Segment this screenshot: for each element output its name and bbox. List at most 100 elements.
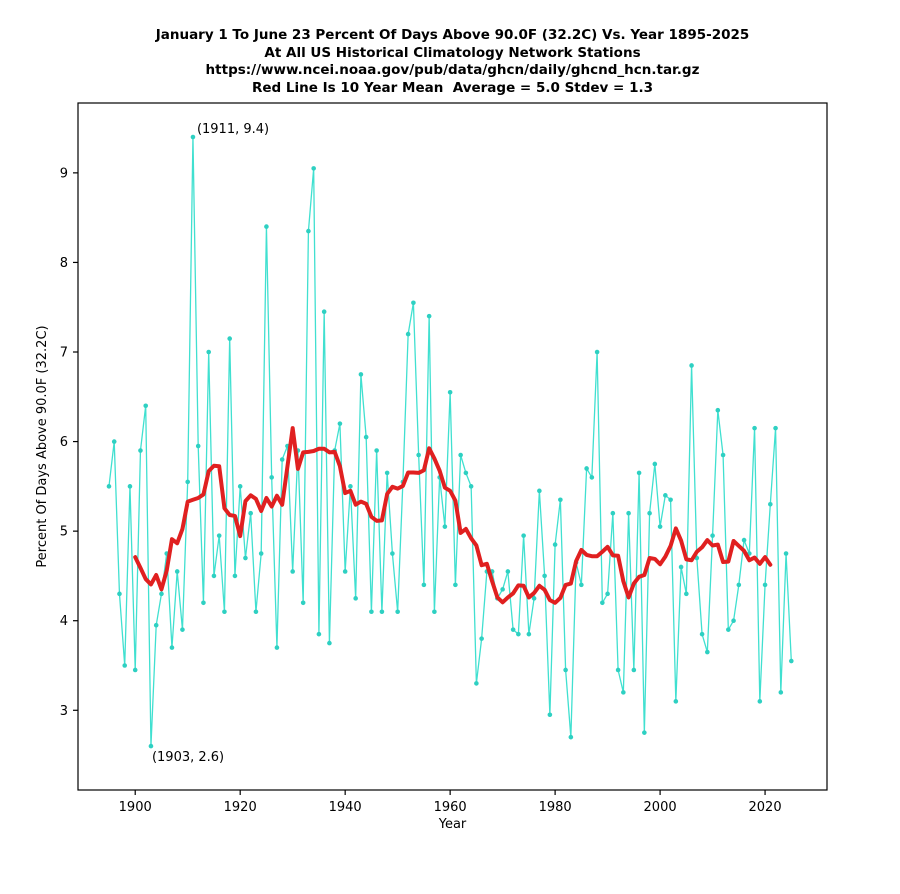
page-title-line-4: Red Line Is 10 Year Mean Average = 5.0 S… (252, 79, 653, 96)
data-point (736, 582, 742, 588)
y-tick-label: 5 (60, 525, 68, 540)
data-point (657, 524, 663, 529)
data-point (159, 591, 164, 597)
annotations: (1911, 9.4) (1903, 2.6) (152, 122, 269, 765)
point-annotation: (1903, 2.6) (152, 750, 224, 765)
data-point (468, 484, 474, 489)
x-tick-label: 1940 (329, 800, 362, 815)
data-point (453, 582, 458, 588)
data-point (741, 537, 747, 543)
data-point (516, 631, 521, 637)
data-point (605, 591, 610, 597)
y-tick-label: 6 (60, 435, 68, 450)
data-point (768, 501, 773, 507)
data-point (316, 631, 322, 637)
data-point (558, 497, 563, 503)
data-point (222, 609, 227, 615)
x-tick-label: 1920 (224, 800, 257, 815)
data-point (636, 470, 642, 476)
data-point (610, 510, 616, 516)
page-title-line-2: At All US Historical Climatology Network… (264, 44, 641, 61)
data-point (773, 425, 778, 431)
y-tick-label: 7 (60, 346, 68, 361)
data-point (143, 403, 149, 409)
data-point (311, 166, 316, 171)
data-point (731, 618, 736, 624)
data-point (689, 363, 694, 368)
data-point (547, 712, 553, 718)
data-point (678, 564, 684, 570)
y-tick-label: 3 (60, 704, 68, 719)
y-tick-label: 9 (60, 166, 68, 181)
data-point (138, 448, 143, 453)
data-point (201, 600, 206, 606)
data-point (405, 331, 411, 337)
data-point (169, 645, 175, 650)
data-point (479, 636, 484, 641)
y-axis: 3 4 5 6 7 8 9 Percent Of Days Above 90.0F (32.2… (35, 166, 78, 719)
data-point (542, 573, 547, 579)
page-title-line-1: January 1 To June 23 Percent Of Days Abo… (155, 27, 750, 43)
x-tick-label: 1900 (119, 800, 152, 815)
data-point (337, 421, 343, 426)
data-point (148, 743, 154, 749)
data-point (710, 533, 715, 538)
data-point (237, 484, 243, 489)
data-point (510, 627, 516, 632)
data-point (432, 609, 437, 615)
x-axis: 1900 1920 1940 1960 1980 2000 2020 Year (119, 790, 782, 832)
data-point (180, 627, 185, 632)
data-point (122, 663, 128, 668)
data-point (106, 484, 112, 489)
data-point (327, 640, 332, 646)
data-point (463, 470, 469, 476)
data-point (369, 609, 374, 615)
data-point (353, 596, 358, 601)
x-axis-label: Year (438, 817, 467, 832)
data-point (505, 569, 511, 574)
data-point (153, 622, 159, 628)
data-point (783, 551, 789, 556)
data-point (306, 228, 311, 234)
data-point (379, 609, 385, 615)
data-point (584, 466, 589, 471)
data-point (216, 533, 222, 538)
yearly-series-line (108, 136, 792, 747)
data-point (726, 627, 731, 632)
data-point (715, 407, 721, 413)
data-point (290, 569, 295, 574)
plot-border (77, 102, 828, 791)
data-point (621, 690, 626, 695)
data-point (526, 631, 532, 637)
data-point (358, 372, 364, 377)
data-point (253, 609, 259, 615)
data-point (699, 631, 705, 637)
data-point (411, 300, 416, 306)
data-point (185, 479, 190, 485)
data-point (374, 448, 379, 453)
data-point (132, 667, 138, 673)
data-point (174, 569, 180, 574)
x-tick-label: 2000 (644, 800, 677, 815)
data-point (537, 488, 542, 494)
data-point (384, 470, 390, 476)
y-tick-label: 8 (60, 256, 68, 271)
data-point (626, 510, 631, 516)
x-tick-label: 2020 (749, 800, 782, 815)
data-point (673, 699, 679, 704)
data-point (447, 390, 453, 395)
data-point (458, 452, 463, 458)
data-point (416, 452, 421, 458)
data-point (568, 734, 574, 740)
data-point (789, 658, 794, 664)
data-point (589, 475, 595, 480)
y-axis-label: Percent Of Days Above 90.0F (32.2C) (35, 325, 50, 567)
data-point (778, 690, 784, 695)
data-point (211, 573, 217, 579)
data-point (111, 439, 117, 444)
data-point (684, 591, 689, 597)
point-annotation: (1911, 9.4) (197, 122, 269, 137)
data-point (248, 510, 253, 516)
